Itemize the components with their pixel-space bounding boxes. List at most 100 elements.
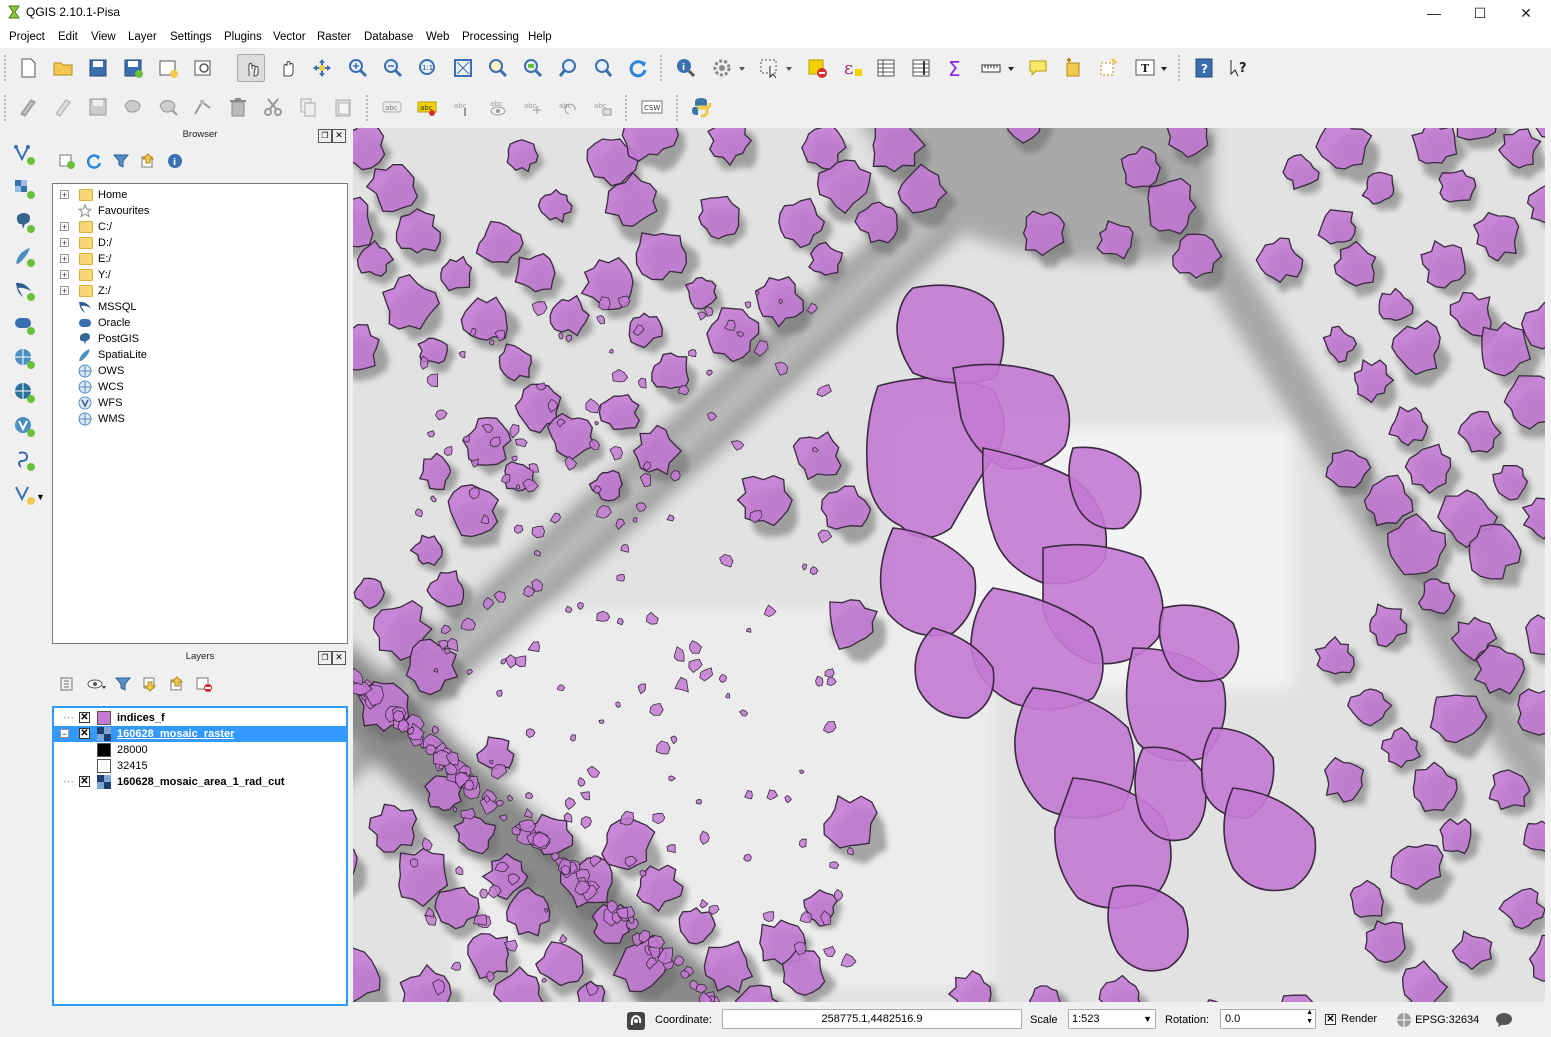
add-delimited-text-icon[interactable] xyxy=(10,446,38,474)
dropdown-arrow-icon[interactable] xyxy=(1004,54,1018,82)
zoom-out-icon[interactable] xyxy=(379,54,407,82)
browser-item-mssql[interactable]: MSSQL xyxy=(53,299,345,315)
dropdown-arrow-icon[interactable] xyxy=(735,54,749,82)
save-as-icon[interactable] xyxy=(119,54,147,82)
expand-icon[interactable]: + xyxy=(60,222,69,232)
zoom-to-layer-icon[interactable] xyxy=(519,54,547,82)
browser-item-favourites[interactable]: Favourites xyxy=(53,203,345,219)
add-vector-layer-icon[interactable] xyxy=(10,140,38,168)
maximize-button[interactable]: ☐ xyxy=(1473,4,1487,21)
menu-help[interactable]: Help xyxy=(528,31,552,43)
attribute-table-icon[interactable] xyxy=(872,54,900,82)
layer-item[interactable]: ⋯ ✕ indices_f xyxy=(54,710,346,726)
select-features-icon[interactable] xyxy=(755,54,783,82)
deselect-features-icon[interactable] xyxy=(803,54,831,82)
browser-item-c[interactable]: + C:/ xyxy=(53,219,345,235)
menu-vector[interactable]: Vector xyxy=(273,31,306,43)
menu-plugins[interactable]: Plugins xyxy=(224,31,262,43)
layer-labeling-icon[interactable]: abc xyxy=(413,93,441,121)
manage-visibility-icon[interactable] xyxy=(86,675,108,696)
show-hide-labels-icon[interactable]: abc xyxy=(483,93,511,121)
toolbar-grip[interactable] xyxy=(366,95,372,121)
messages-icon[interactable] xyxy=(1495,1012,1513,1031)
menu-settings[interactable]: Settings xyxy=(170,31,212,43)
toolbar-grip[interactable] xyxy=(660,55,666,81)
dropdown-arrow-icon[interactable] xyxy=(1157,54,1171,82)
label-tool-icon[interactable]: abc xyxy=(378,93,406,121)
delete-selected-icon[interactable] xyxy=(224,93,252,121)
toolbar-grip[interactable] xyxy=(1178,55,1184,81)
zoom-to-selection-icon[interactable] xyxy=(484,54,512,82)
change-label-icon[interactable]: abc xyxy=(588,93,616,121)
whats-this-icon[interactable]: ? xyxy=(1225,54,1253,82)
render-checkbox[interactable]: ✕ xyxy=(1325,1014,1336,1025)
show-bookmarks-icon[interactable] xyxy=(1094,54,1122,82)
zoom-in-icon[interactable] xyxy=(344,54,372,82)
layer-visibility-checkbox[interactable]: ✕ xyxy=(79,712,90,723)
expand-icon[interactable]: + xyxy=(60,190,69,200)
open-project-icon[interactable] xyxy=(49,54,77,82)
browser-item-ows[interactable]: OWS xyxy=(53,363,345,379)
browser-item-spatialite[interactable]: SpatiaLite xyxy=(53,347,345,363)
toggle-editing-icon[interactable] xyxy=(49,93,77,121)
menu-raster[interactable]: Raster xyxy=(317,31,351,43)
browser-item-home[interactable]: + Home xyxy=(53,187,345,203)
new-bookmark-icon[interactable] xyxy=(1059,54,1087,82)
python-console-icon[interactable] xyxy=(687,93,715,121)
measure-line-icon[interactable] xyxy=(977,54,1005,82)
collapse-all-layers-icon[interactable] xyxy=(168,675,186,696)
browser-item-wms[interactable]: WMS xyxy=(53,411,345,427)
add-mssql-layer-icon[interactable] xyxy=(10,276,38,304)
statistical-summary-icon[interactable]: Σ xyxy=(942,54,970,82)
expand-icon[interactable]: + xyxy=(60,270,69,280)
remove-layer-icon[interactable] xyxy=(195,675,213,696)
paste-features-icon[interactable] xyxy=(329,93,357,121)
new-shapefile-layer-icon[interactable] xyxy=(10,480,38,508)
select-by-expression-icon[interactable]: ε xyxy=(838,54,866,82)
toolbar-grip[interactable] xyxy=(625,95,631,121)
scale-combobox[interactable]: 1:523 ▼ xyxy=(1068,1009,1156,1029)
map-canvas[interactable] xyxy=(353,128,1545,1002)
move-label-icon[interactable]: abc xyxy=(518,93,546,121)
zoom-last-icon[interactable] xyxy=(554,54,582,82)
copy-features-icon[interactable] xyxy=(294,93,322,121)
layer-visibility-checkbox[interactable]: ✕ xyxy=(79,728,90,739)
coordinate-toggle-icon[interactable] xyxy=(626,1011,646,1034)
add-oracle-layer-icon[interactable] xyxy=(10,310,38,338)
rotation-spinbox[interactable]: 0.0 ▲ ▼ xyxy=(1220,1009,1316,1029)
refresh-browser-icon[interactable] xyxy=(85,152,103,173)
toolbar-grip[interactable] xyxy=(676,95,682,121)
legend-item[interactable]: 28000 xyxy=(54,742,346,758)
add-raster-layer-icon[interactable] xyxy=(10,174,38,202)
expand-all-icon[interactable] xyxy=(141,675,159,696)
layer-item[interactable]: − ✕ 160628_mosaic_raster xyxy=(54,726,346,742)
zoom-native-icon[interactable]: 1:1 xyxy=(414,54,442,82)
browser-item-oracle[interactable]: Oracle xyxy=(53,315,345,331)
browser-item-postgis[interactable]: PostGIS xyxy=(53,331,345,347)
map-tips-icon[interactable] xyxy=(1024,54,1052,82)
save-project-icon[interactable] xyxy=(84,54,112,82)
browser-item-y[interactable]: + Y:/ xyxy=(53,267,345,283)
zoom-full-icon[interactable] xyxy=(449,54,477,82)
pan-to-selection-icon[interactable] xyxy=(308,54,336,82)
browser-item-wcs[interactable]: WCS xyxy=(53,379,345,395)
refresh-icon[interactable] xyxy=(624,54,652,82)
close-panel-icon[interactable]: ✕ xyxy=(332,651,346,665)
filter-legend-icon[interactable] xyxy=(114,675,132,696)
pan-map-icon[interactable] xyxy=(274,54,302,82)
browser-item-d[interactable]: + D:/ xyxy=(53,235,345,251)
collapse-icon[interactable]: − xyxy=(60,729,69,739)
menu-view[interactable]: View xyxy=(91,31,116,43)
current-edits-icon[interactable] xyxy=(14,93,42,121)
menu-edit[interactable]: Edit xyxy=(58,31,78,43)
layer-item[interactable]: ⋯ ✕ 160628_mosaic_area_1_rad_cut xyxy=(54,774,346,790)
menu-database[interactable]: Database xyxy=(364,31,414,43)
properties-info-icon[interactable]: i xyxy=(166,152,184,173)
crs-status-button[interactable]: EPSG:32634 xyxy=(1396,1012,1479,1028)
menu-web[interactable]: Web xyxy=(426,31,450,43)
cut-features-icon[interactable] xyxy=(259,93,287,121)
add-wcs-layer-icon[interactable] xyxy=(10,378,38,406)
add-spatialite-layer-icon[interactable] xyxy=(10,242,38,270)
add-feature-icon[interactable] xyxy=(119,93,147,121)
layer-visibility-checkbox[interactable]: ✕ xyxy=(79,776,90,787)
